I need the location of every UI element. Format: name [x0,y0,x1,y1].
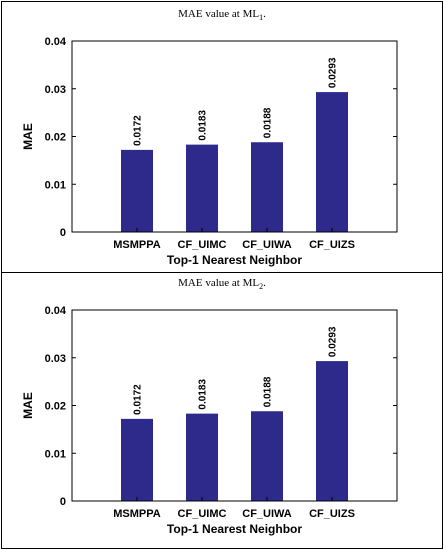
bar-value-label: 0.0172 [133,384,144,415]
y-tick-label: 0.04 [45,305,67,317]
y-tick-label: 0.01 [45,448,66,460]
y-tick-label: 0.03 [45,84,66,96]
bar-chart-2: 0.0172 MSMPPA 0.0183 CF_UIMC 0.0188 CF_UIWA 0.… [21,305,398,536]
y-tick-label: 0.01 [45,179,66,191]
chart-caption-1: MAE value at ML1. [0,8,444,22]
chart-caption-2: MAE value at ML2. [0,277,444,291]
x-tick-label: CF_UIWA [242,239,292,251]
bar-chart-1: 0.0172 MSMPPA 0.0183 CF_UIMC 0.0188 CF_UIWA 0.… [21,36,398,267]
y-tick-label: 0 [60,496,66,508]
caption-subscript: 1 [259,13,264,23]
caption-text: MAE value at ML [178,277,260,289]
x-tick-label: CF_UIMC [178,508,227,520]
y-tick-label: 0.03 [45,353,66,365]
chart-panel-2: MAE value at ML2. 0.0172 MSMPPA 0.0183 CF_U… [0,273,444,545]
bar-value-label: 0.0293 [328,326,339,357]
caption-period: . [263,8,266,20]
x-tick-label: CF_UIWA [242,508,292,520]
bar-cf-uimc [186,144,218,232]
caption-subscript: 2 [259,282,264,292]
plot-area-box [71,309,398,502]
y-tick-label: 0 [60,227,66,239]
y-axis-label: MAE [21,123,35,150]
bar-cf-uizs [316,361,348,501]
panel-divider [1,272,442,273]
x-tick-label: CF_UIZS [309,508,355,520]
bar-value-label: 0.0172 [133,115,144,146]
bar-cf-uiwa [251,411,283,501]
plot-area-box [71,40,398,233]
y-tick-label: 0.02 [45,401,66,413]
caption-text: MAE value at ML [178,8,260,20]
caption-period: . [263,277,266,289]
bar-value-label: 0.0293 [328,57,339,88]
y-axis-label: MAE [21,392,35,419]
x-tick-label: CF_UIZS [309,239,355,251]
bar-cf-uizs [316,92,348,232]
bar-value-label: 0.0183 [198,110,209,141]
bar-msmppa [121,418,153,501]
chart-panel-1: MAE value at ML1. 0.0172 MSMPPA 0.0183 CF_U… [0,0,444,272]
bar-cf-uimc [186,413,218,501]
bar-msmppa [121,149,153,232]
x-axis-label: Top-1 Nearest Neighbor [167,253,302,267]
bar-cf-uiwa [251,142,283,232]
bar-value-label: 0.0183 [198,379,209,410]
y-tick-label: 0.04 [45,36,67,48]
x-axis-label: Top-1 Nearest Neighbor [167,522,302,536]
bar-value-label: 0.0188 [263,107,274,138]
x-tick-label: MSMPPA [113,239,161,251]
x-tick-label: MSMPPA [113,508,161,520]
x-tick-label: CF_UIMC [178,239,227,251]
y-tick-label: 0.02 [45,132,66,144]
bar-value-label: 0.0188 [263,376,274,407]
